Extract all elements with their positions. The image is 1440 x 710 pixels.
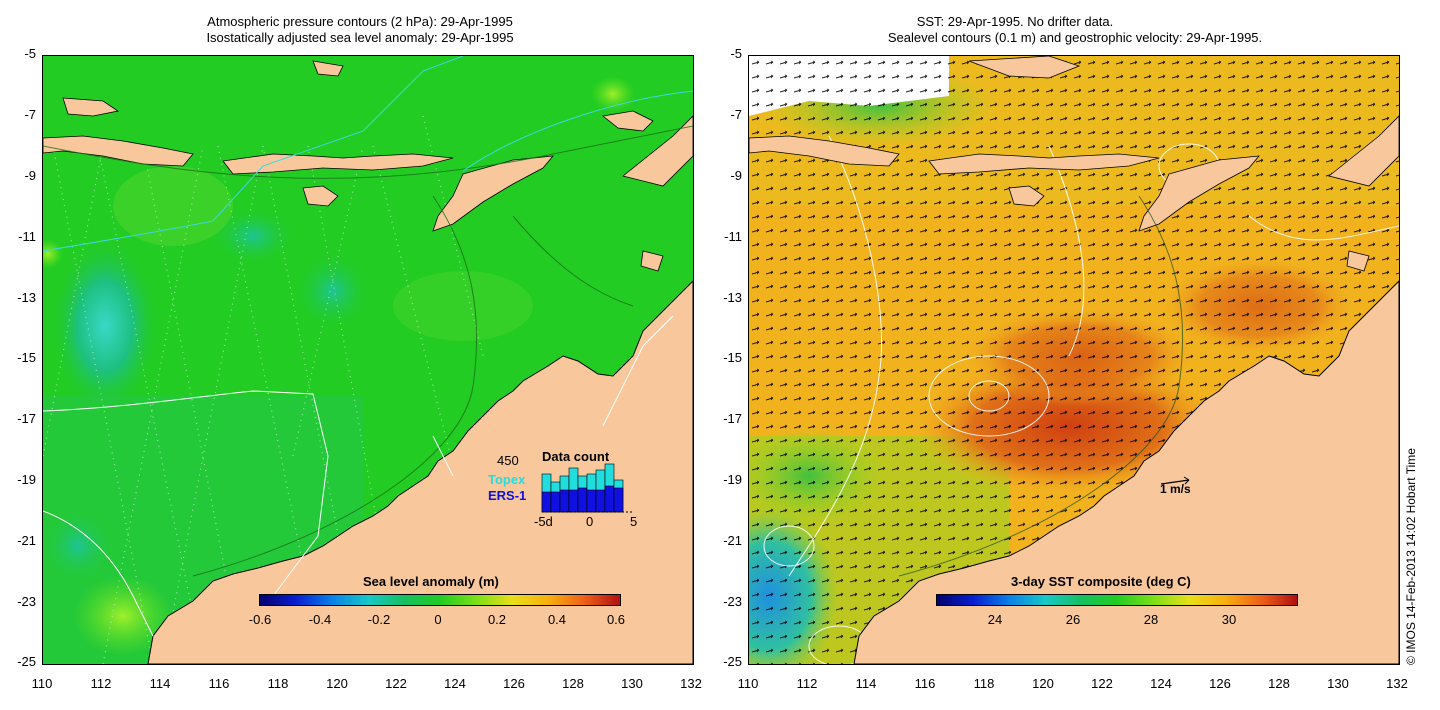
sea-level-anomaly-plot	[43, 56, 693, 664]
colorbar-tick: 0.2	[487, 612, 507, 627]
data-count-histogram	[541, 463, 632, 513]
colorbar-tick: 24	[987, 612, 1003, 627]
y-tick: -23	[723, 594, 742, 609]
y-tick: -9	[24, 168, 36, 183]
y-tick: -5	[24, 46, 36, 61]
sst-plot	[749, 56, 1399, 664]
imos-credit: © IMOS 14-Feb-2013 14:02 Hobart Time	[1404, 448, 1418, 665]
x-tick: 132	[680, 676, 702, 691]
colorbar-tick: 30	[1221, 612, 1237, 627]
y-tick: -11	[724, 229, 742, 244]
data-count-xtick: 0	[586, 514, 594, 529]
anomaly-low-blob	[50, 236, 160, 416]
y-tick: -7	[730, 107, 742, 122]
x-tick: 128	[562, 676, 584, 691]
y-tick: -17	[723, 411, 742, 426]
right-colorbar-title: 3-day SST composite (deg C)	[1011, 574, 1191, 589]
y-tick: -11	[18, 229, 36, 244]
y-tick: -23	[17, 594, 36, 609]
y-tick: -13	[723, 290, 742, 305]
left-colorbar-title: Sea level anomaly (m)	[363, 574, 499, 589]
x-tick: 124	[1150, 676, 1172, 691]
x-tick: 112	[796, 676, 818, 691]
x-tick: 126	[503, 676, 525, 691]
y-tick: -5	[730, 46, 742, 61]
x-tick: 124	[444, 676, 466, 691]
y-tick: -21	[723, 533, 742, 548]
right-title-line1: SST: 29-Apr-1995. No drifter data.	[916, 14, 1114, 29]
cyan-contour	[43, 56, 464, 252]
land-islands	[43, 60, 693, 272]
legend-ers1: ERS-1	[488, 488, 527, 503]
land-australia	[147, 280, 693, 664]
colorbar-tick: -0.2	[367, 612, 391, 627]
x-tick: 120	[326, 676, 348, 691]
sst-colorbar	[936, 594, 1298, 606]
white-contour	[43, 390, 329, 597]
y-tick: -15	[723, 350, 742, 365]
y-tick: -9	[730, 168, 742, 183]
x-tick: 112	[90, 676, 112, 691]
sea-level-contours	[763, 135, 1399, 664]
velocity-key-label: 1 m/s	[1160, 482, 1191, 496]
velocity-key-arrow	[1160, 479, 1190, 485]
sea-level-colorbar	[259, 594, 621, 606]
land-australia-sst	[853, 280, 1399, 664]
x-tick: 118	[267, 676, 289, 691]
y-tick: -19	[723, 472, 742, 487]
data-count-xtick: -5d	[534, 514, 553, 529]
colorbar-tick: -0.6	[248, 612, 272, 627]
left-title-line2: Isostatically adjusted sea level anomaly…	[206, 30, 514, 45]
colorbar-tick: 0.4	[547, 612, 567, 627]
x-tick: 132	[1386, 676, 1408, 691]
right-title-line2: Sealevel contours (0.1 m) and geostrophi…	[887, 30, 1263, 45]
colorbar-tick: 26	[1065, 612, 1081, 627]
y-tick: -13	[17, 290, 36, 305]
sst-map	[748, 55, 1400, 665]
colorbar-tick: 0.6	[606, 612, 626, 627]
data-count-max-label: 450	[497, 453, 519, 468]
x-tick: 130	[1327, 676, 1349, 691]
x-tick: 116	[208, 676, 230, 691]
y-tick: -15	[17, 350, 36, 365]
colorbar-tick: 28	[1143, 612, 1159, 627]
y-tick: -7	[24, 107, 36, 122]
colorbar-tick: 0	[434, 612, 442, 627]
y-tick: -25	[723, 654, 742, 669]
x-tick: 128	[1268, 676, 1290, 691]
data-count-title: Data count	[542, 449, 610, 464]
legend-topex: Topex	[488, 472, 526, 487]
y-tick: -17	[17, 411, 36, 426]
data-count-xtick: 5	[630, 514, 638, 529]
x-tick: 110	[31, 676, 53, 691]
x-tick: 120	[1032, 676, 1054, 691]
y-tick: -19	[17, 472, 36, 487]
x-tick: 122	[1091, 676, 1113, 691]
sea-level-anomaly-map	[42, 55, 694, 665]
colorbar-tick: -0.4	[308, 612, 332, 627]
land-islands-sst	[749, 56, 1399, 272]
x-tick: 114	[855, 676, 877, 691]
x-tick: 114	[149, 676, 171, 691]
y-tick: -21	[17, 533, 36, 548]
x-tick: 122	[385, 676, 407, 691]
x-tick: 118	[973, 676, 995, 691]
x-tick: 130	[621, 676, 643, 691]
x-tick: 116	[914, 676, 936, 691]
anomaly-high-blob	[73, 576, 173, 656]
x-tick: 110	[737, 676, 759, 691]
y-tick: -25	[17, 654, 36, 669]
x-tick: 126	[1209, 676, 1231, 691]
left-title-line1: Atmospheric pressure contours (2 hPa): 2…	[207, 14, 513, 29]
